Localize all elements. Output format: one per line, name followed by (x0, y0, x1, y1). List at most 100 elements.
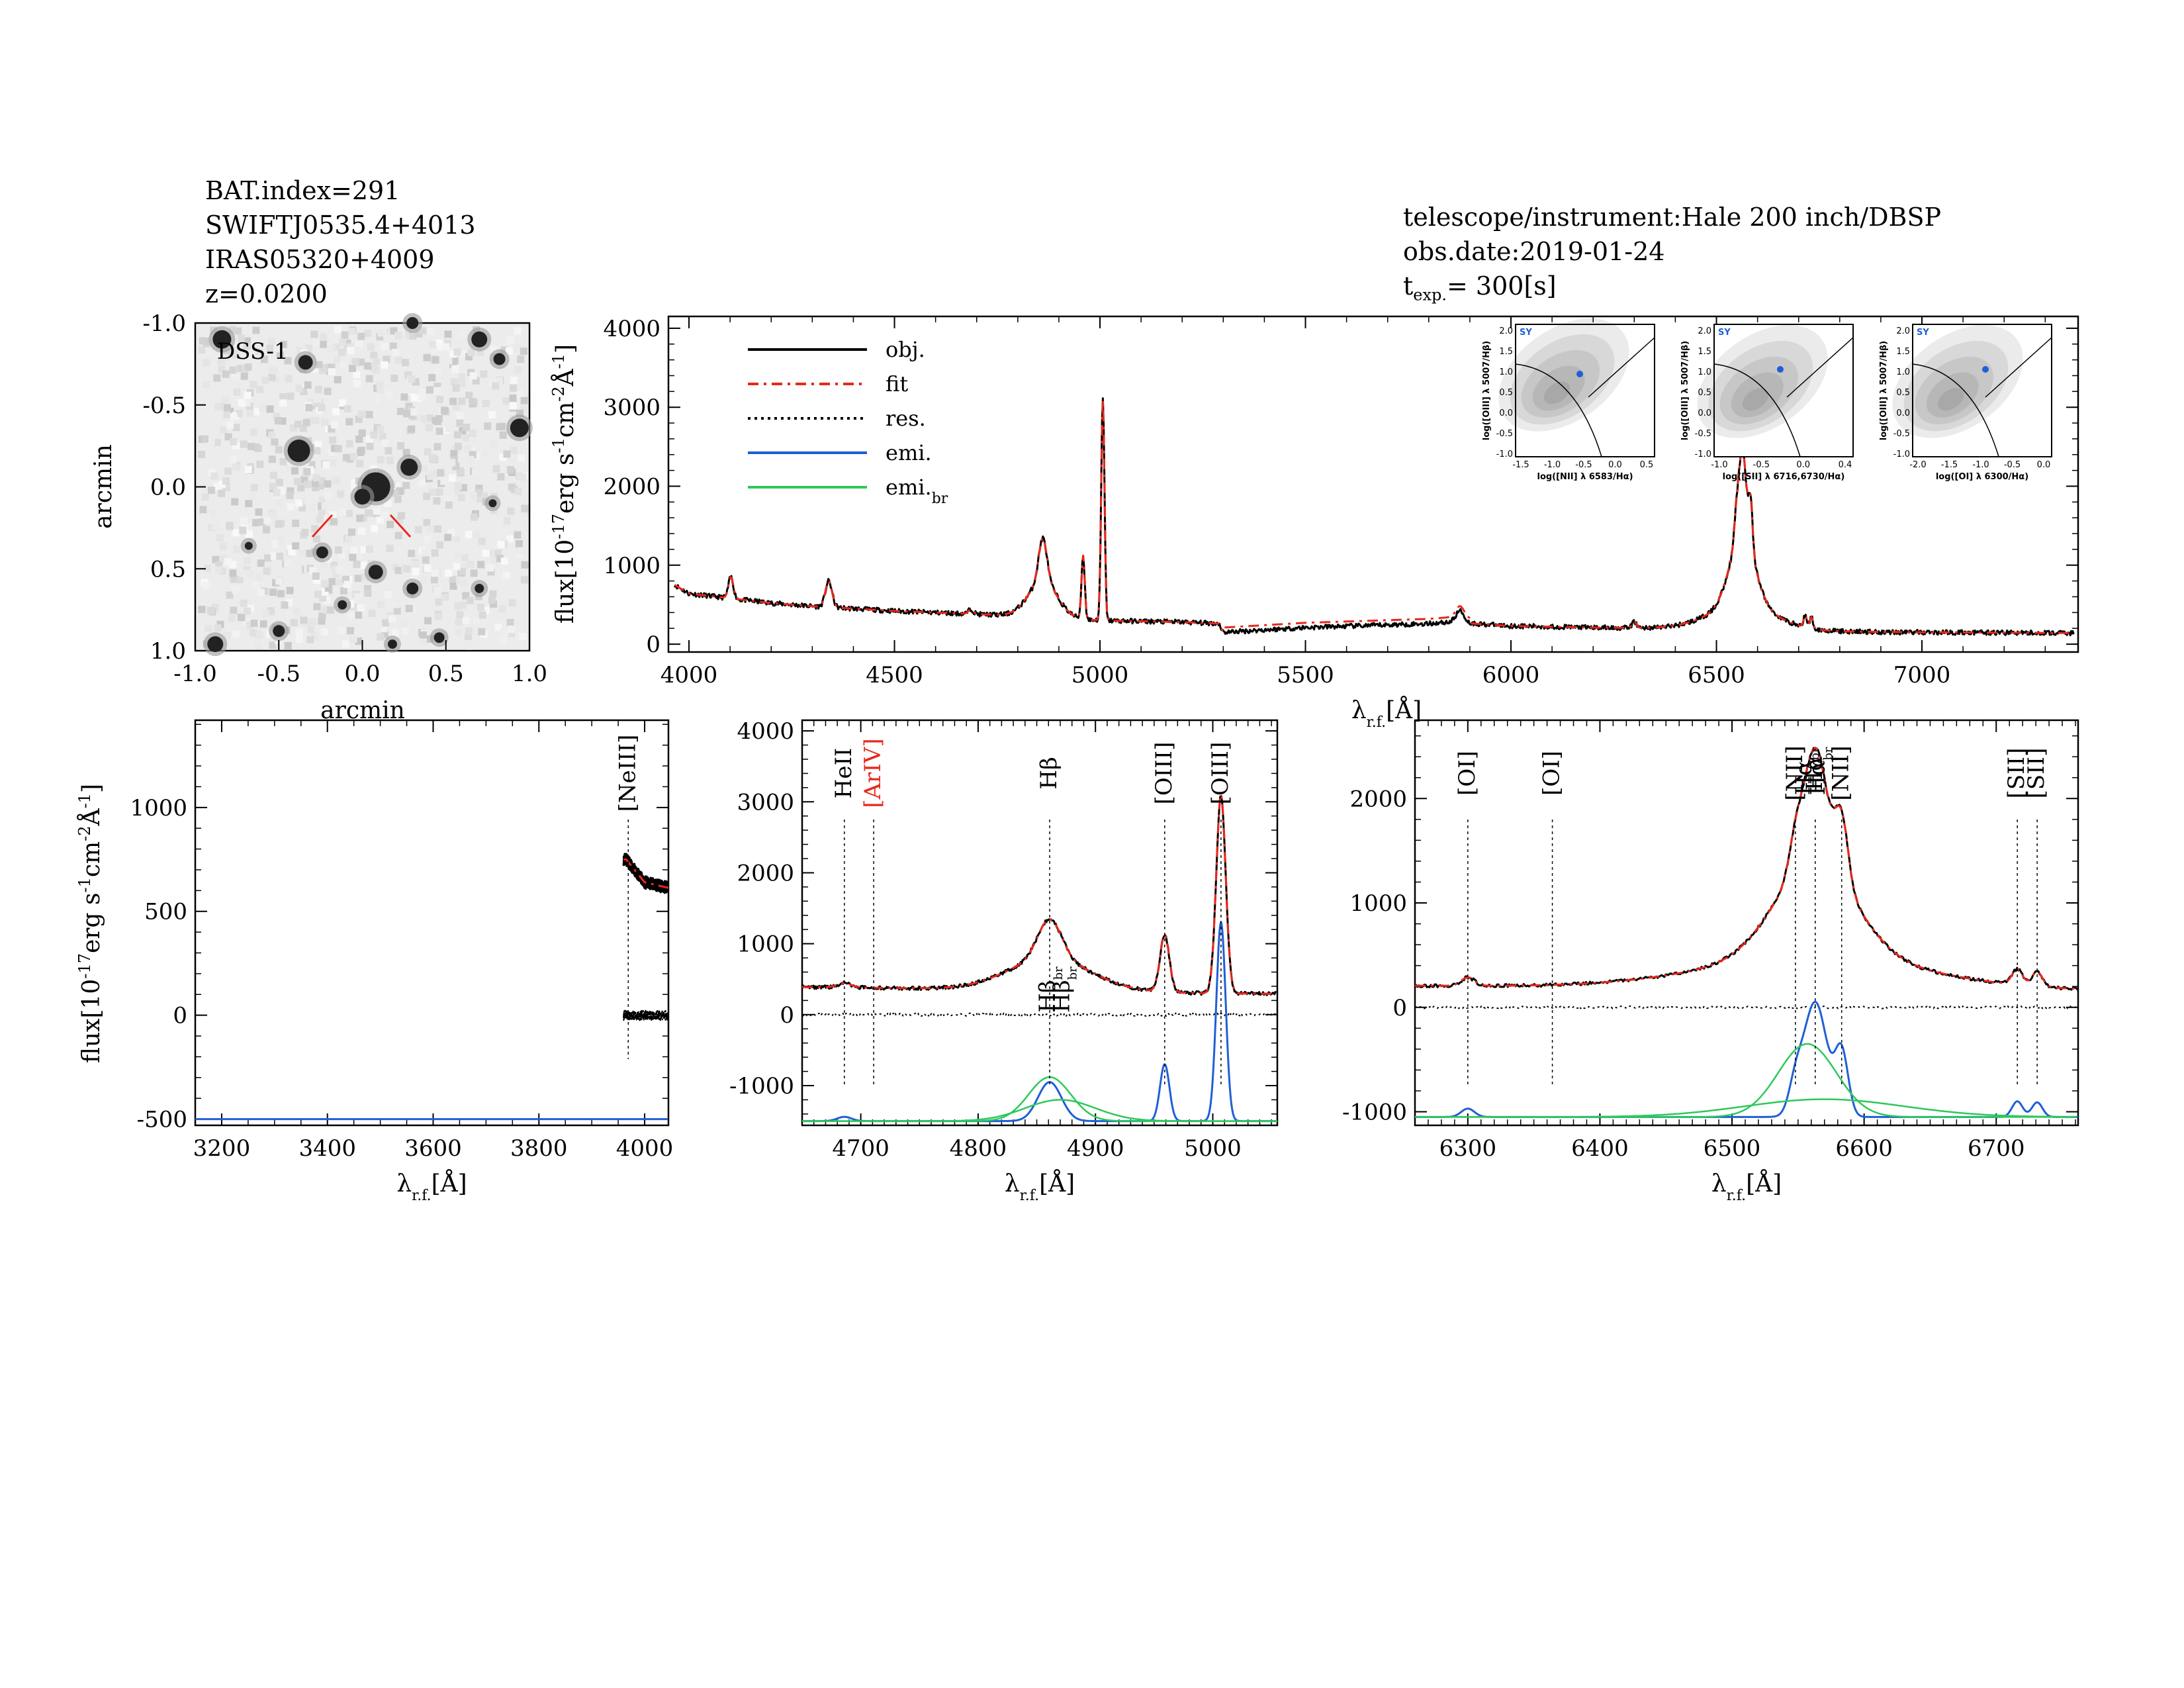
image-pixel (433, 383, 441, 391)
image-pixel (449, 361, 457, 369)
image-pixel (509, 402, 517, 410)
star (387, 639, 397, 649)
image-pixel (275, 498, 283, 506)
image-pixel (427, 328, 435, 336)
image-pixel (203, 381, 210, 389)
image-pixel (435, 598, 443, 606)
image-pixel (450, 449, 458, 457)
image-pixel (277, 590, 285, 598)
image-pixel (260, 355, 268, 363)
image-pixel (328, 578, 336, 586)
image-pixel (431, 346, 439, 354)
image-pixel (469, 430, 477, 438)
image-pixel (516, 409, 523, 417)
y-tick-label: 1000 (130, 795, 187, 821)
bpt-demarcation-curve (1912, 363, 1999, 457)
bpt-frame (1713, 324, 1854, 457)
image-pixel (267, 355, 275, 363)
image-pixel (334, 355, 341, 363)
image-pixel (453, 431, 461, 439)
redshift: z=0.0200 (205, 279, 328, 308)
star (433, 632, 445, 643)
bpt-y-tick: 0.0 (1896, 408, 1910, 418)
image-pixel (232, 424, 240, 432)
image-pixel (359, 514, 367, 522)
image-pixel (353, 380, 361, 388)
image-pixel (496, 377, 504, 385)
image-pixel (444, 534, 452, 541)
image-pixel (423, 536, 431, 543)
full-spectrum-panel: 4000 4500 5000 5500 6000 6500 7000 0 1000 2000 300… (603, 315, 2079, 688)
image-pixel (288, 548, 296, 556)
bpt-y-tick: 2.0 (1698, 326, 1711, 336)
image-pixel (472, 531, 480, 539)
label-part: -1 (549, 438, 568, 453)
line-label: [SII] (2003, 748, 2030, 799)
image-pixel (300, 616, 308, 624)
residual (802, 1012, 1277, 1017)
image-pixel (508, 626, 516, 633)
image-pixel (310, 365, 318, 373)
x-tick-label: 4700 (832, 1135, 889, 1162)
bpt-seyfert-line (1985, 337, 2052, 398)
image-pixel (506, 466, 514, 474)
image-pixel (240, 372, 248, 380)
label-part: cm (552, 402, 579, 438)
line-label: [OI] (1539, 751, 1565, 796)
image-pixel (328, 425, 336, 433)
image-pixel (257, 588, 265, 596)
image-pixel (320, 560, 328, 568)
image-pixel (477, 561, 485, 569)
x-tick-label: 4000 (660, 662, 718, 688)
image-pixel (339, 399, 347, 407)
image-pixel (461, 553, 469, 561)
image-pixel (414, 394, 422, 402)
image-pixel (470, 513, 478, 521)
image-pixel (468, 376, 476, 384)
image-pixel (290, 424, 298, 432)
obj-spectrum (802, 795, 1277, 996)
x-tick-label: 7000 (1893, 662, 1951, 688)
dss-label: DSS-1 (217, 338, 289, 365)
y-tick-label: 1.0 (150, 638, 186, 665)
image-pixel (480, 492, 488, 500)
image-pixel (392, 348, 400, 356)
image-pixel (237, 365, 245, 373)
image-pixel (435, 428, 443, 436)
image-pixel (394, 532, 402, 539)
image-pixel (357, 604, 365, 612)
image-pixel (408, 375, 416, 383)
image-pixel (494, 549, 502, 557)
legend-label: emi. (886, 440, 932, 465)
image-pixel (312, 576, 320, 584)
image-pixel (459, 504, 467, 512)
image-pixel (199, 506, 207, 514)
bpt-x-tick: -0.5 (1753, 460, 1770, 470)
exposure-time: texp.= 300[s] (1403, 271, 1557, 305)
x-tick-label: 3800 (510, 1135, 568, 1162)
image-pixel (218, 489, 226, 497)
bpt-x-tick: -1.0 (1711, 460, 1727, 470)
image-pixel (521, 504, 529, 512)
image-pixel (322, 461, 330, 469)
image-pixel (321, 502, 329, 510)
image-pixel (213, 483, 221, 491)
image-pixel (224, 433, 232, 441)
image-pixel (467, 561, 475, 569)
image-pixel (279, 457, 287, 465)
image-pixel (215, 566, 223, 574)
x-tick-label: 3400 (298, 1135, 356, 1162)
image-pixel (518, 454, 525, 462)
image-pixel (304, 344, 312, 352)
image-pixel (456, 467, 464, 475)
x-tick-label: 3200 (193, 1135, 251, 1162)
image-pixel (338, 365, 345, 373)
image-pixel (496, 423, 504, 431)
image-pixel (514, 531, 522, 539)
image-pixel (228, 560, 236, 568)
image-pixel (497, 540, 505, 548)
image-pixel (396, 487, 404, 495)
x-tick-label: 4800 (950, 1135, 1007, 1162)
image-pixel (285, 598, 293, 606)
bpt-y-tick: -0.5 (1496, 429, 1513, 439)
